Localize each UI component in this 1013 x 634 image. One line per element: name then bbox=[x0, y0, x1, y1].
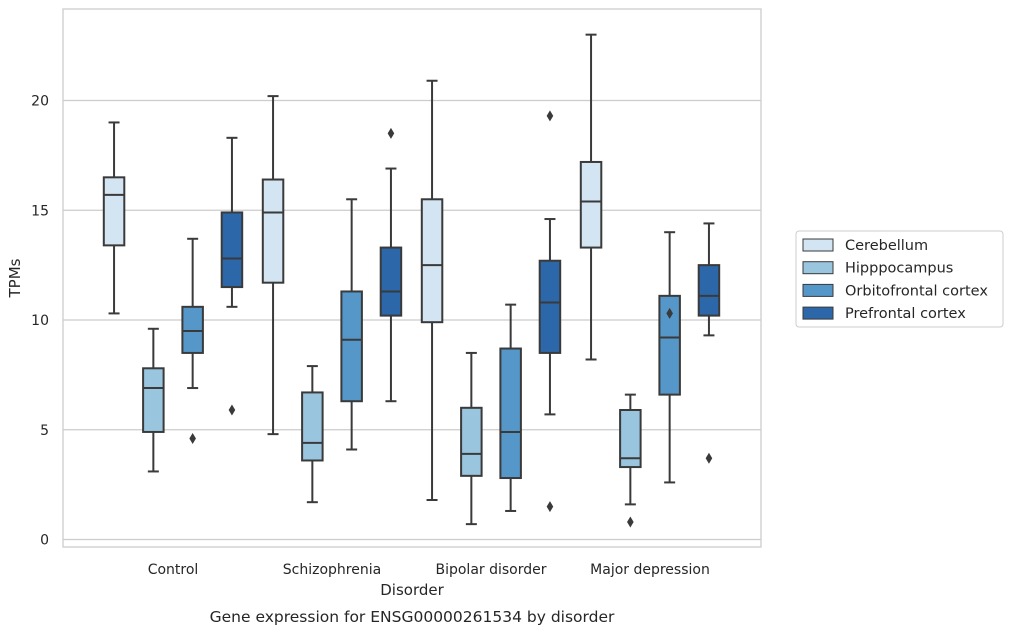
box-1-1 bbox=[102, 121, 126, 315]
box-1-3 bbox=[420, 79, 444, 501]
legend: Cerebellum Hipppocampus Orbitofrontal cort… bbox=[795, 230, 1004, 328]
plot-frame bbox=[62, 8, 762, 548]
y-tick-label: 5 bbox=[40, 423, 49, 439]
boxes bbox=[102, 33, 721, 528]
x-tick-label: Schizophrenia bbox=[283, 562, 381, 578]
outlier-point bbox=[228, 404, 236, 416]
legend-label: Hipppocampus bbox=[845, 261, 953, 277]
legend-swatch bbox=[802, 261, 834, 275]
outlier-point bbox=[546, 501, 554, 513]
box-iqr bbox=[142, 367, 165, 433]
box-4-3 bbox=[538, 110, 562, 513]
outlier-point bbox=[705, 452, 713, 464]
box-4-2 bbox=[379, 127, 403, 403]
box-iqr bbox=[102, 176, 126, 247]
gridlines bbox=[63, 99, 761, 541]
x-tick-label: Control bbox=[148, 562, 199, 578]
legend-label: Cerebellum bbox=[845, 238, 928, 254]
outlier-point bbox=[387, 127, 395, 139]
box-iqr bbox=[181, 305, 204, 354]
box-iqr bbox=[499, 347, 522, 480]
box-2-3 bbox=[460, 351, 483, 526]
y-ticks: 0 5 10 15 20 bbox=[31, 94, 49, 549]
box-iqr bbox=[697, 264, 721, 317]
box-3-1 bbox=[181, 237, 204, 445]
x-tick-label: Major depression bbox=[590, 562, 710, 578]
y-tick-label: 20 bbox=[31, 94, 49, 110]
box-3-3 bbox=[499, 303, 522, 512]
box-1-4 bbox=[579, 33, 603, 361]
legend-label: Orbitofrontal cortex bbox=[845, 283, 988, 299]
outlier-point bbox=[546, 110, 554, 122]
box-3-4 bbox=[658, 231, 681, 484]
y-tick-label: 15 bbox=[31, 203, 49, 219]
box-iqr bbox=[619, 408, 642, 469]
box-iqr bbox=[658, 294, 681, 396]
box-iqr bbox=[579, 160, 603, 249]
chart-caption: Gene expression for ENSG00000261534 by d… bbox=[210, 608, 615, 626]
box-3-2 bbox=[340, 198, 363, 451]
outlier-point bbox=[666, 307, 673, 319]
y-tick-label: 10 bbox=[31, 313, 49, 329]
legend-swatch bbox=[802, 306, 834, 320]
legend-swatch bbox=[802, 238, 834, 252]
outlier-point bbox=[627, 516, 634, 528]
y-tick-label: 0 bbox=[40, 533, 49, 549]
box-iqr bbox=[261, 178, 285, 284]
x-ticks: Control Schizophrenia Bipolar disorder Majo… bbox=[148, 562, 710, 578]
legend-label: Prefrontal cortex bbox=[845, 306, 966, 322]
box-4-1 bbox=[220, 136, 244, 416]
legend-frame bbox=[795, 230, 1004, 328]
box-iqr bbox=[220, 211, 244, 289]
box-iqr bbox=[301, 391, 324, 462]
outlier-point bbox=[189, 433, 196, 445]
box-2-1 bbox=[142, 327, 165, 473]
box-iqr bbox=[340, 290, 363, 403]
legend-swatch bbox=[802, 283, 834, 297]
x-axis-label: Disorder bbox=[380, 581, 444, 599]
box-iqr bbox=[379, 246, 403, 317]
box-1-2 bbox=[261, 95, 285, 436]
box-iqr bbox=[420, 198, 444, 324]
y-axis-label: TPMs bbox=[6, 258, 24, 298]
box-iqr bbox=[538, 259, 562, 354]
x-tick-label: Bipolar disorder bbox=[435, 562, 546, 578]
box-2-4 bbox=[619, 393, 642, 528]
box-4-4 bbox=[697, 222, 721, 464]
box-iqr bbox=[460, 406, 483, 477]
box-2-2 bbox=[301, 365, 324, 504]
